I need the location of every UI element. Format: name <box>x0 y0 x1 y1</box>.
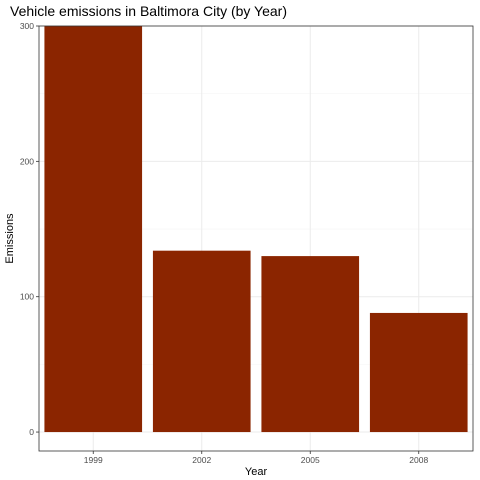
x-tick-label: 2005 <box>301 455 320 465</box>
x-tick-label: 2008 <box>409 455 428 465</box>
x-axis-title: Year <box>245 466 268 478</box>
bar-2008 <box>369 312 468 433</box>
chart-title: Vehicle emissions in Baltimora City (by … <box>10 3 287 19</box>
panel-border <box>38 25 474 452</box>
y-tick-label: 0 <box>29 427 34 437</box>
plot-area <box>38 25 474 452</box>
bar-2005 <box>261 256 360 433</box>
bar-2002 <box>152 250 251 433</box>
bars <box>44 26 468 433</box>
x-tick-label: 2002 <box>192 455 211 465</box>
y-tick-label: 300 <box>20 21 34 31</box>
x-axis: 1999 2002 2005 2008 <box>84 451 428 465</box>
y-tick-label: 200 <box>20 156 34 166</box>
y-axis-title: Emissions <box>4 213 16 264</box>
y-tick-label: 100 <box>20 292 34 302</box>
x-tick-label: 1999 <box>84 455 103 465</box>
bar-1999 <box>44 26 143 433</box>
y-axis: 0 100 200 300 <box>20 21 39 437</box>
